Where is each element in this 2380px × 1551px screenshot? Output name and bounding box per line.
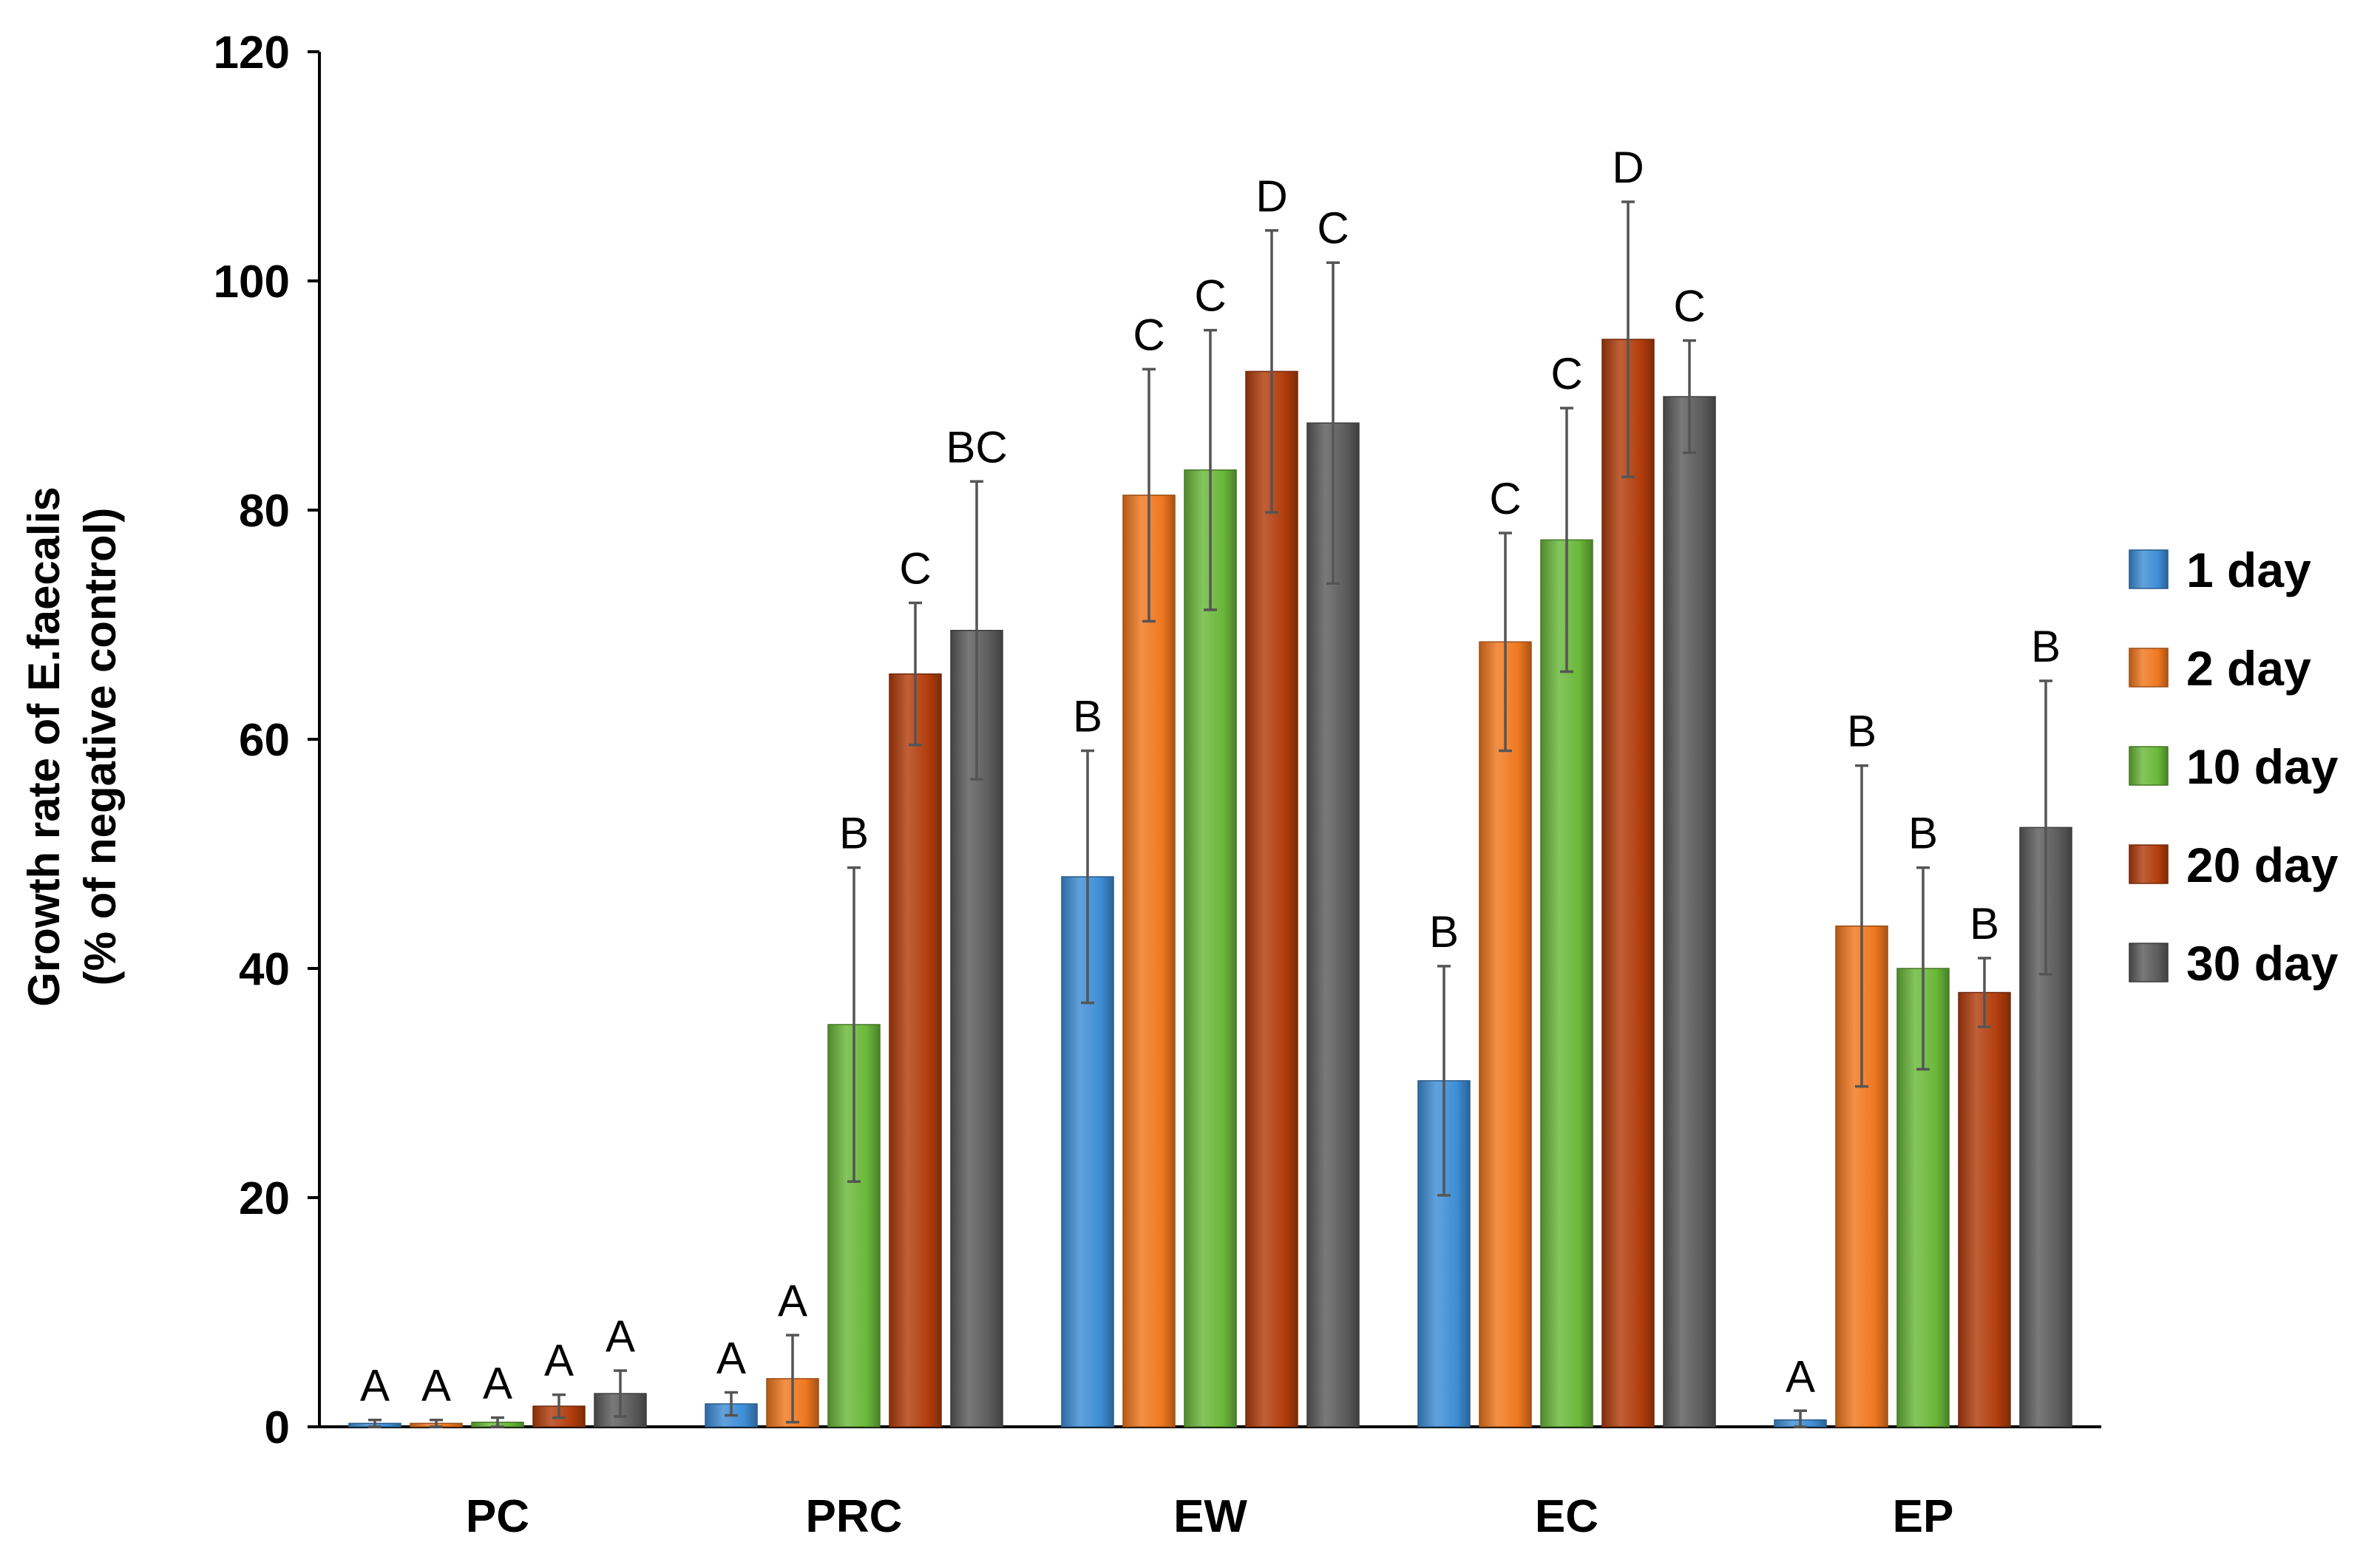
- legend-swatch: [2129, 549, 2169, 589]
- significance-label: C: [1673, 282, 1705, 331]
- significance-label: B: [1847, 707, 1876, 756]
- legend-label: 1 day: [2186, 543, 2311, 597]
- y-tick-label: 40: [239, 944, 290, 995]
- bar-ew-30-day: [1306, 422, 1360, 1428]
- significance-label: C: [1194, 271, 1226, 321]
- significance-label: A: [544, 1336, 574, 1385]
- legend-swatch: [2129, 746, 2169, 786]
- legend-label: 2 day: [2186, 641, 2311, 696]
- significance-label: C: [1550, 349, 1582, 398]
- significance-label: A: [606, 1311, 635, 1361]
- bar-ec-20-day: [1601, 339, 1655, 1428]
- significance-label: B: [1908, 809, 1938, 858]
- x-category-label: EW: [1173, 1491, 1247, 1542]
- significance-label: A: [1786, 1351, 1815, 1401]
- significance-label: D: [1255, 172, 1287, 221]
- bar-ew-2-day: [1122, 495, 1176, 1428]
- y-axis-title-line-1: Growth rate of E.faecalis: [19, 486, 69, 1007]
- legend-label: 30 day: [2186, 936, 2339, 991]
- significance-label: B: [2031, 622, 2061, 671]
- legend-swatch: [2129, 844, 2169, 884]
- legend-swatch: [2129, 943, 2169, 982]
- x-category-label: EC: [1535, 1491, 1598, 1542]
- y-tick-label: 0: [265, 1402, 290, 1453]
- legend: 1 day 2 day 10 day 20 day 30 day: [2129, 543, 2339, 991]
- significance-label: BC: [946, 422, 1007, 472]
- significance-label: D: [1612, 143, 1644, 192]
- significance-label: B: [1073, 692, 1102, 741]
- significance-label: B: [1970, 899, 1999, 948]
- axes: 0 20 40 60 80 100 120: [214, 27, 2101, 1453]
- y-tick-label: 60: [239, 715, 290, 766]
- bar-ew-10-day: [1184, 469, 1237, 1428]
- bar-ec-2-day: [1479, 641, 1532, 1428]
- significance-label: B: [839, 809, 869, 858]
- x-category-label: EP: [1893, 1491, 1954, 1542]
- significance-label: A: [421, 1361, 451, 1411]
- significance-label: C: [1317, 203, 1349, 253]
- legend-label: 20 day: [2186, 838, 2339, 892]
- category-labels: PC PRC EW EC EP: [466, 1491, 1953, 1542]
- y-tick-label: 100: [214, 257, 290, 308]
- legend-swatch: [2129, 648, 2169, 688]
- y-tick-label: 120: [214, 27, 290, 78]
- significance-label: A: [778, 1276, 807, 1326]
- significance-label: C: [1489, 474, 1521, 523]
- x-category-label: PRC: [806, 1491, 903, 1542]
- bar-ec-30-day: [1663, 396, 1716, 1428]
- bar-ew-20-day: [1245, 370, 1298, 1428]
- bar-ec-10-day: [1540, 539, 1593, 1428]
- bars: [348, 339, 2072, 1428]
- significance-label: A: [360, 1361, 390, 1411]
- significance-label: C: [1133, 310, 1164, 359]
- y-tick-label: 80: [239, 486, 290, 537]
- y-axis-title-line-2: (% of negative control): [75, 508, 125, 986]
- y-axis-title: Growth rate of E.faecalis (% of negative…: [19, 486, 125, 1007]
- x-category-label: PC: [466, 1491, 529, 1542]
- y-tick-label: 20: [239, 1173, 290, 1224]
- error-bars: [368, 200, 2052, 1428]
- legend-label: 10 day: [2186, 739, 2339, 794]
- significance-label: A: [483, 1359, 512, 1408]
- bar-prc-20-day: [889, 673, 942, 1428]
- significance-label: C: [899, 544, 931, 594]
- bar-ep-20-day: [1958, 991, 2011, 1428]
- significance-label: A: [716, 1334, 746, 1383]
- significance-label: B: [1429, 907, 1459, 957]
